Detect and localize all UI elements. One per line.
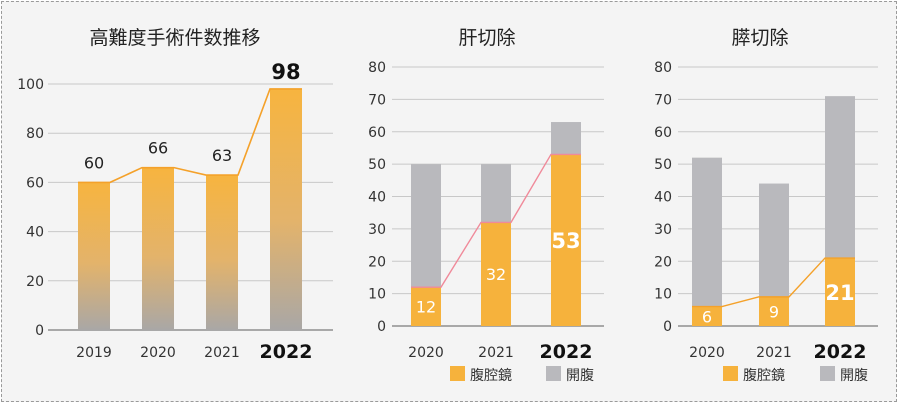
y-tick-label: 10 (368, 287, 386, 303)
y-tick-label: 20 (26, 274, 44, 290)
y-tick-label: 20 (654, 254, 672, 270)
y-tick-label: 100 (17, 77, 44, 93)
bar-segment-laparoscopic (759, 296, 789, 326)
bar-segment-laparoscopic (481, 222, 511, 326)
bar (206, 175, 238, 330)
legend-swatch (820, 366, 835, 381)
x-tick-label: 2022 (540, 341, 593, 363)
legend-label: 腹腔鏡 (743, 367, 785, 384)
y-tick-label: 80 (368, 60, 386, 76)
y-tick-label: 10 (654, 287, 672, 303)
bar-segment-laparoscopic (411, 287, 441, 326)
trend-connector-line (78, 88, 302, 184)
y-tick-label: 60 (368, 125, 386, 141)
y-tick-label: 40 (368, 190, 386, 206)
x-tick-label: 2021 (478, 345, 514, 361)
bar-value-label: 53 (551, 229, 580, 253)
legend-label: 開腹 (566, 367, 594, 384)
bar-value-label: 98 (271, 60, 300, 84)
y-tick-label: 0 (35, 323, 44, 339)
bar-value-label: 63 (212, 146, 232, 165)
x-tick-label: 2020 (140, 345, 176, 361)
x-tick-label: 2022 (260, 341, 313, 363)
x-tick-label: 2020 (689, 345, 725, 361)
bar-segment-open (481, 164, 511, 223)
y-tick-label: 60 (654, 125, 672, 141)
y-tick-label: 30 (654, 222, 672, 238)
x-tick-label: 2021 (756, 345, 792, 361)
bar-segment-laparoscopic (692, 306, 722, 326)
bar (270, 88, 302, 330)
y-tick-label: 30 (368, 222, 386, 238)
legend-swatch (450, 366, 465, 381)
y-tick-label: 0 (663, 319, 672, 335)
y-tick-label: 70 (654, 92, 672, 108)
bar-segment-laparoscopic (825, 258, 855, 326)
y-tick-label: 50 (368, 157, 386, 173)
bar-segment-open (551, 122, 581, 155)
bar-value-label: 60 (84, 153, 104, 172)
trend-connector-line (411, 153, 581, 288)
legend-label: 開腹 (840, 367, 868, 384)
bar-segment-open (759, 183, 789, 297)
chart-title: 膵切除 (731, 27, 788, 49)
chart-title: 高難度手術件数推移 (89, 27, 260, 49)
bar-value-label: 9 (769, 302, 779, 321)
legend-swatch (546, 366, 561, 381)
legend-label: 腹腔鏡 (470, 367, 512, 384)
y-tick-label: 40 (26, 225, 44, 241)
bar-value-label: 32 (486, 265, 506, 284)
legend-swatch (723, 366, 738, 381)
bar-value-label: 12 (416, 298, 436, 317)
y-tick-label: 60 (26, 175, 44, 191)
x-tick-label: 2020 (408, 345, 444, 361)
y-tick-label: 80 (654, 60, 672, 76)
x-tick-label: 2022 (814, 341, 867, 363)
bar-segment-open (692, 157, 722, 307)
y-tick-label: 40 (654, 190, 672, 206)
y-tick-label: 50 (654, 157, 672, 173)
chart-title: 肝切除 (458, 27, 515, 49)
bar-segment-laparoscopic (551, 154, 581, 326)
bar-value-label: 66 (148, 139, 168, 158)
x-tick-label: 2019 (76, 345, 112, 361)
y-tick-label: 20 (368, 254, 386, 270)
bar (142, 167, 174, 330)
x-tick-label: 2021 (204, 345, 240, 361)
bar-segment-open (411, 164, 441, 288)
bar-value-label: 21 (825, 281, 854, 305)
bar-value-label: 6 (702, 307, 712, 326)
trend-connector-line (692, 257, 855, 308)
y-tick-label: 70 (368, 92, 386, 108)
y-tick-label: 80 (26, 126, 44, 142)
bar-segment-open (825, 96, 855, 259)
bar (78, 182, 110, 330)
y-tick-label: 0 (377, 319, 386, 335)
